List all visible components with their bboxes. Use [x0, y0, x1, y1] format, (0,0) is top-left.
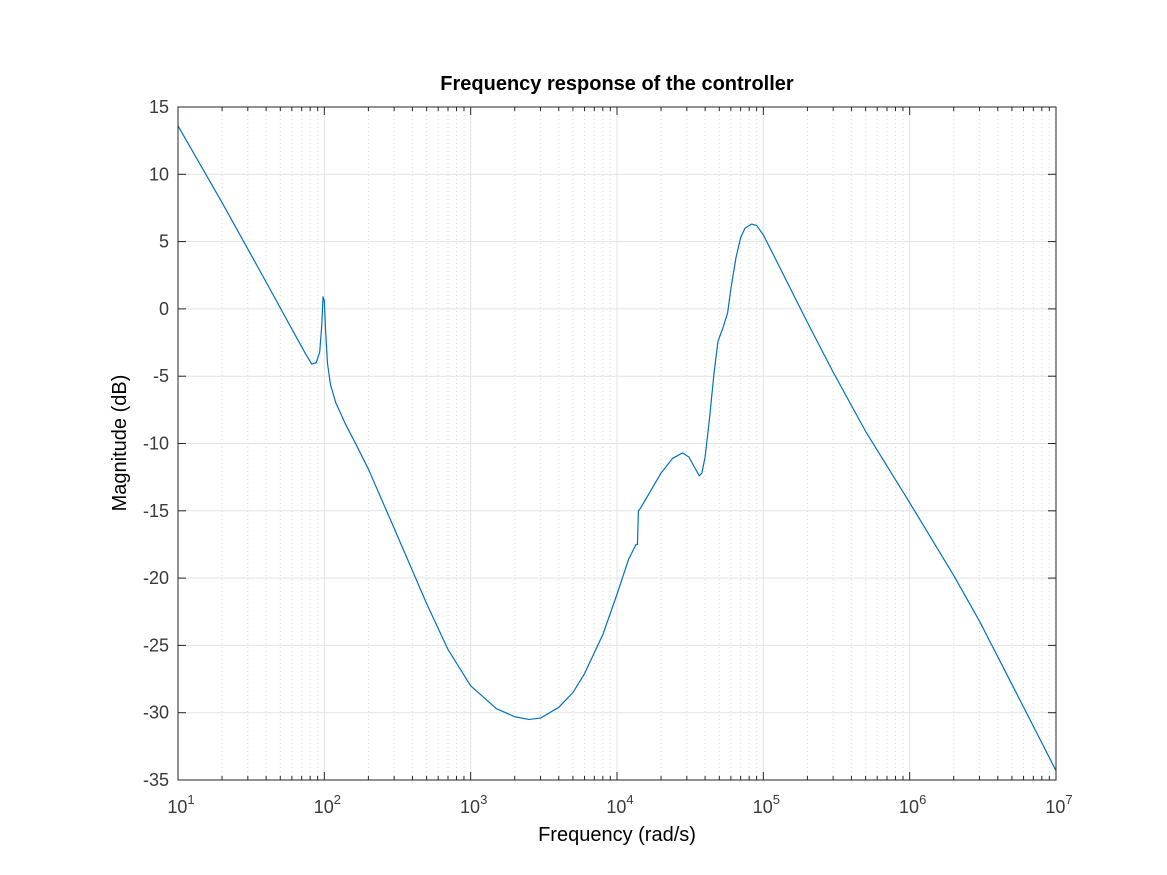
y-tick-label: 5 — [159, 232, 169, 252]
y-tick-labels: 15 10 5 0 -5 -10 -15 -20 -25 -30 -35 — [143, 97, 169, 790]
magnitude-series-line — [177, 125, 1057, 771]
y-tick-label: -25 — [143, 635, 169, 655]
y-tick-label: 10 — [149, 164, 169, 184]
y-tick-label: -35 — [143, 770, 169, 790]
x-tick-label: 102 — [314, 792, 341, 817]
y-tick-label: -15 — [143, 501, 169, 521]
x-tick-label: 104 — [606, 792, 633, 817]
y-tick-label: -20 — [143, 568, 169, 588]
series-group — [177, 125, 1057, 771]
x-tick-labels: 101 102 103 104 105 106 107 — [167, 792, 1072, 817]
x-tick-label: 107 — [1045, 792, 1072, 817]
y-tick-label: -30 — [143, 703, 169, 723]
x-tick-label: 106 — [899, 792, 926, 817]
y-tick-label: 0 — [159, 299, 169, 319]
tick-marks — [177, 106, 1057, 781]
y-tick-label: -5 — [153, 366, 169, 386]
y-tick-label: 15 — [149, 97, 169, 117]
y-tick-label: -10 — [143, 434, 169, 454]
x-tick-label: 103 — [460, 792, 487, 817]
x-tick-label: 101 — [167, 792, 194, 817]
x-axis-label: Frequency (rad/s) — [538, 824, 696, 846]
x-tick-label: 105 — [753, 792, 780, 817]
y-axis-label: Magnitude (dB) — [109, 375, 131, 512]
chart-title: Frequency response of the controller — [440, 73, 794, 95]
